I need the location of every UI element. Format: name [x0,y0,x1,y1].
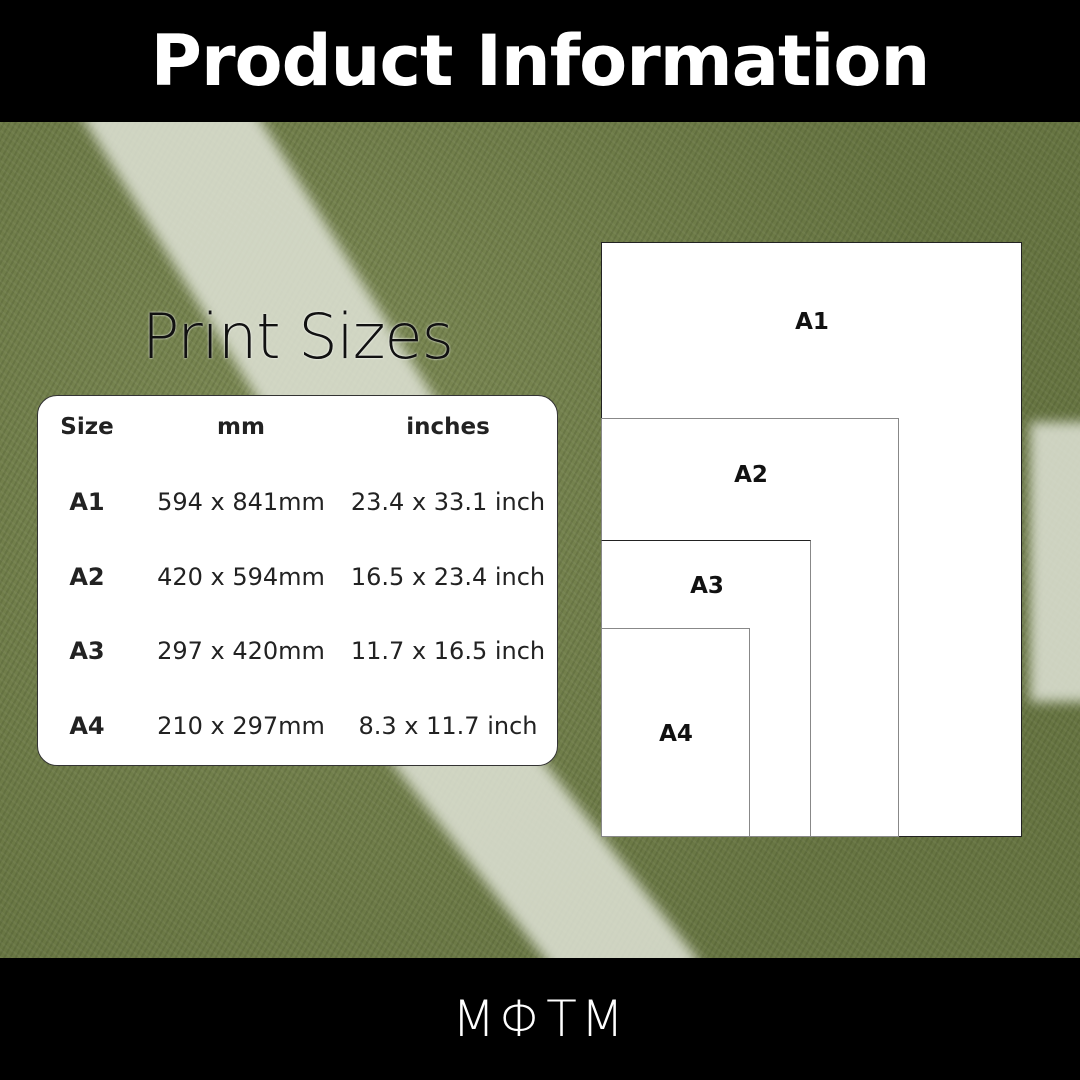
header-bar: Product Information [0,0,1080,122]
column-header-mm: mm [217,414,265,440]
row-mm: 594 x 841mm [157,488,325,516]
a4-label: A4 [659,721,693,747]
footer-bar: MΦTM [0,958,1080,1080]
row-inches: 11.7 x 16.5 inch [350,637,546,665]
row-mm: 420 x 594mm [157,563,325,591]
a1-label: A1 [795,309,829,335]
a4-rectangle: A4 [601,628,750,837]
row-inches: 23.4 x 33.1 inch [350,488,546,516]
a3-label: A3 [690,573,724,599]
column-header-size: Size [60,414,114,440]
row-mm: 297 x 420mm [157,637,325,665]
row-inches: 8.3 x 11.7 inch [358,712,538,740]
row-size: A4 [69,712,105,740]
row-size: A2 [69,563,105,591]
row-inches: 16.5 x 23.4 inch [350,563,546,591]
sizes-table: Size mm inches A1 594 x 841mm 23.4 x 33.… [37,395,558,766]
column-header-inches: inches [406,414,490,440]
print-sizes-title: Print Sizes [142,300,454,373]
row-size: A1 [69,488,105,516]
motm-logo: MΦTM [452,990,628,1048]
row-mm: 210 x 297mm [157,712,325,740]
a2-label: A2 [734,462,768,488]
page-title: Product Information [150,20,931,102]
row-size: A3 [69,637,105,665]
